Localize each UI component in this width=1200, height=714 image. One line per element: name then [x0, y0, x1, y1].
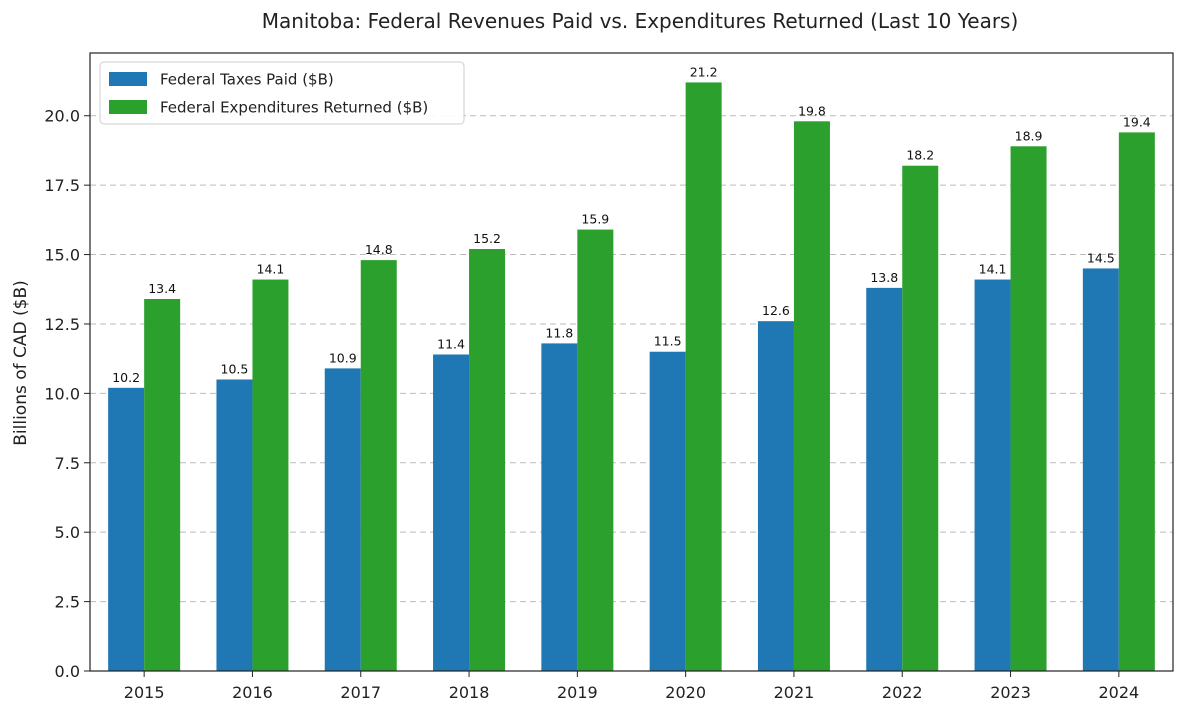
data-label: 10.9 — [329, 350, 357, 365]
x-tick-label: 2021 — [774, 683, 815, 702]
data-label: 15.9 — [581, 212, 609, 227]
bar-taxes-paid-2021 — [757, 321, 794, 671]
data-label: 19.4 — [1123, 114, 1151, 129]
y-tick-label: 12.5 — [44, 315, 80, 334]
x-tick-label: 2019 — [557, 683, 598, 702]
data-label: 15.2 — [473, 231, 501, 246]
data-label: 13.4 — [148, 281, 176, 296]
data-label: 11.4 — [437, 337, 465, 352]
data-label: 11.5 — [654, 334, 682, 349]
bar-expenditures-returned-2021 — [793, 121, 830, 671]
chart-title: Manitoba: Federal Revenues Paid vs. Expe… — [262, 9, 1019, 33]
legend: Federal Taxes Paid ($B) Federal Expenditu… — [99, 61, 465, 125]
bar-expenditures-returned-2022 — [902, 165, 939, 671]
data-label: 14.8 — [365, 242, 393, 257]
bar-expenditures-returned-2020 — [685, 82, 722, 671]
bar-expenditures-returned-2023 — [1010, 146, 1047, 671]
data-label: 14.1 — [257, 262, 285, 277]
legend-swatch — [109, 100, 147, 114]
data-label: 11.8 — [545, 325, 573, 340]
x-tick-label: 2017 — [340, 683, 381, 702]
y-axis-label: Billions of CAD ($B) — [11, 280, 31, 446]
y-tick-label: 10.0 — [44, 384, 80, 403]
y-tick-label: 0.0 — [55, 662, 80, 681]
x-tick-label: 2024 — [1098, 683, 1139, 702]
bar-taxes-paid-2017 — [324, 368, 361, 671]
x-tick-label: 2018 — [449, 683, 490, 702]
x-tick-label: 2015 — [124, 683, 165, 702]
plot-frame — [89, 52, 1174, 672]
data-label: 18.9 — [1015, 128, 1043, 143]
data-label: 12.6 — [762, 303, 790, 318]
bar-taxes-paid-2019 — [541, 343, 578, 671]
y-tick-label: 7.5 — [55, 454, 80, 473]
y-tick-label: 17.5 — [44, 176, 80, 195]
data-label: 14.5 — [1087, 250, 1115, 265]
data-label: 14.1 — [979, 262, 1007, 277]
y-tick-label: 2.5 — [55, 593, 80, 612]
legend-label: Federal Taxes Paid ($B) — [160, 71, 334, 89]
bar-taxes-paid-2015 — [108, 387, 145, 671]
x-tick-label: 2016 — [232, 683, 273, 702]
x-tick-label: 2023 — [990, 683, 1031, 702]
bars — [108, 82, 1155, 672]
data-label: 18.2 — [906, 148, 934, 163]
data-labels: 10.2 13.4 10.5 14.1 10.9 14.8 11.4 15.2 11.8 15.9… — [112, 64, 1151, 384]
data-label: 21.2 — [690, 64, 718, 79]
data-label: 10.2 — [112, 370, 140, 385]
y-tick-label: 15.0 — [44, 246, 80, 265]
data-label: 13.8 — [870, 270, 898, 285]
bar-expenditures-returned-2024 — [1118, 132, 1155, 671]
bar-taxes-paid-2018 — [433, 354, 470, 671]
bar-taxes-paid-2024 — [1082, 268, 1119, 671]
bar-expenditures-returned-2018 — [469, 249, 506, 672]
x-tick-label: 2020 — [665, 683, 706, 702]
bar-taxes-paid-2023 — [974, 279, 1011, 671]
legend-label: Federal Expenditures Returned ($B) — [160, 99, 428, 117]
bar-expenditures-returned-2015 — [144, 298, 181, 671]
bar-taxes-paid-2022 — [866, 287, 903, 671]
x-tick-label: 2022 — [882, 683, 923, 702]
y-tick-label: 20.0 — [44, 107, 80, 126]
bar-expenditures-returned-2016 — [252, 279, 289, 671]
data-label: 10.5 — [221, 361, 249, 376]
legend-box — [99, 61, 465, 125]
y-tick-label: 5.0 — [55, 523, 80, 542]
bar-expenditures-returned-2017 — [360, 260, 397, 671]
axes: 0.0 2.5 5.0 7.5 10.0 12.5 15.0 17.5 20.0 2015 2016… — [44, 52, 1174, 702]
bar-taxes-paid-2016 — [216, 379, 253, 671]
bar-expenditures-returned-2019 — [577, 229, 614, 672]
legend-swatch — [109, 72, 147, 86]
data-label: 19.8 — [798, 103, 826, 118]
bar-taxes-paid-2020 — [649, 351, 686, 671]
